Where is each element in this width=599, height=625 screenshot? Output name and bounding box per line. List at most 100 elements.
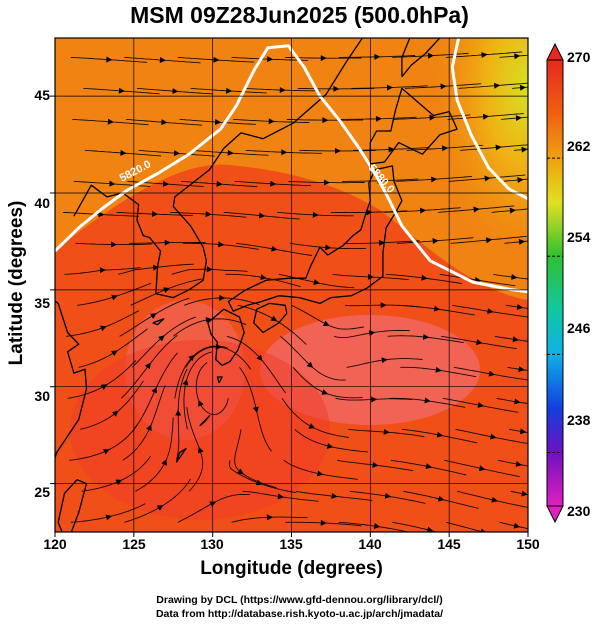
streamline-arrow [509, 207, 516, 214]
streamline-arrow [487, 308, 494, 315]
streamline-arrow [325, 244, 332, 251]
streamline-arrow [260, 274, 267, 281]
streamline-arrow [383, 428, 390, 435]
streamline-arrow [107, 118, 114, 125]
streamline-arrow [109, 180, 116, 187]
streamline-arrow [488, 370, 496, 377]
streamline-arrow [227, 149, 234, 156]
colorbar-tick-label: 262 [567, 138, 591, 154]
streamline-arrow [322, 320, 330, 326]
streamline-arrow [218, 241, 225, 248]
axis-tick-marks [50, 95, 529, 537]
coastline [199, 415, 211, 427]
streamline-arrow [105, 514, 113, 521]
streamline-arrow [432, 238, 439, 245]
streamline-arrow [367, 273, 375, 280]
coastline [57, 479, 88, 532]
streamline-arrow [480, 528, 486, 532]
streamline-arrow [197, 446, 204, 454]
streamline-arrow [331, 493, 338, 499]
streamline-arrow [112, 410, 119, 417]
streamline-arrow [515, 115, 522, 122]
streamline-arrow [323, 179, 330, 186]
streamline-arrow [151, 210, 159, 217]
colorbar-tick-label: 270 [567, 49, 591, 65]
streamline-arrow [150, 313, 157, 319]
streamline-arrow [98, 211, 105, 218]
x-axis-label: Longitude (degrees) [200, 558, 383, 579]
streamline-arrow [388, 146, 395, 153]
streamline-arrow [161, 459, 167, 466]
coastline [55, 300, 88, 461]
streamline-arrow [111, 241, 118, 248]
x-tick-label: 145 [437, 536, 461, 552]
coastline [149, 148, 225, 299]
streamline-arrow [477, 402, 485, 408]
streamline-arrow [521, 146, 528, 153]
streamline-arrow [205, 316, 212, 323]
streamline [445, 521, 485, 532]
streamline-arrow [513, 522, 521, 529]
streamline-arrow [188, 354, 195, 362]
streamline-arrow [380, 302, 387, 309]
streamline-arrow [514, 53, 521, 60]
streamline-arrow [519, 84, 527, 91]
x-tick-label: 150 [516, 536, 540, 552]
streamline-arrow [316, 470, 324, 477]
streamline-arrow [473, 206, 480, 213]
streamline-arrow [159, 56, 166, 63]
coastlines [55, 38, 458, 532]
colorbar-tick-label: 238 [567, 412, 591, 428]
x-tick-label: 140 [358, 536, 382, 552]
coastline [73, 184, 123, 217]
streamline-arrow [322, 117, 329, 124]
streamline-arrow [252, 406, 259, 414]
streamline-arrow [213, 56, 220, 63]
credit-drawing: Drawing by DCL (https://www.gfd-dennou.o… [156, 594, 443, 606]
streamline-arrow [384, 492, 392, 499]
coastline [207, 308, 245, 367]
streamline-arrow [335, 147, 342, 154]
streamline-arrow [519, 428, 527, 435]
coastline [122, 192, 150, 239]
colorbar-tick-label: 230 [567, 503, 591, 519]
y-tick-label: 45 [34, 87, 50, 103]
streamline-arrow [493, 82, 501, 89]
streamline-arrow [256, 354, 263, 362]
height-contour [55, 44, 528, 294]
streamline-arrow [281, 149, 288, 156]
height-contours [55, 38, 528, 294]
streamline-arrow [161, 119, 168, 126]
streamline-arrow [151, 386, 157, 394]
streamline-arrow [514, 398, 521, 405]
streamline-arrow [518, 238, 526, 245]
streamline-arrow [118, 87, 125, 94]
streamline-arrow [312, 211, 319, 218]
streamline-arrow [313, 279, 320, 286]
streamline-arrow [375, 115, 382, 122]
streamline-arrow [225, 87, 233, 94]
streamline-arrow [386, 84, 394, 91]
streamline-arrow [441, 145, 449, 152]
streamline-arrow [99, 267, 106, 274]
y-tick-label: 30 [34, 388, 50, 404]
x-tick-label: 125 [122, 536, 146, 552]
streamline-arrow [172, 88, 179, 95]
streamline-arrow [440, 83, 447, 90]
streamline-arrow [427, 52, 435, 59]
y-tick-label: 40 [34, 195, 50, 211]
coastline [401, 38, 441, 78]
streamline-arrow [144, 362, 151, 370]
streamline-arrow [266, 514, 273, 521]
streamline-arrow [120, 149, 127, 156]
streamline-arrow [100, 325, 107, 332]
colorbar-tick-label: 246 [567, 320, 591, 336]
streamline-arrow [102, 449, 110, 455]
streamline-arrow [482, 113, 490, 120]
streamline-arrow [162, 180, 170, 187]
colorbar-top-arrow [546, 42, 564, 61]
streamline-arrow [481, 51, 488, 58]
x-tick-label: 135 [279, 536, 303, 552]
coastline [216, 376, 223, 384]
